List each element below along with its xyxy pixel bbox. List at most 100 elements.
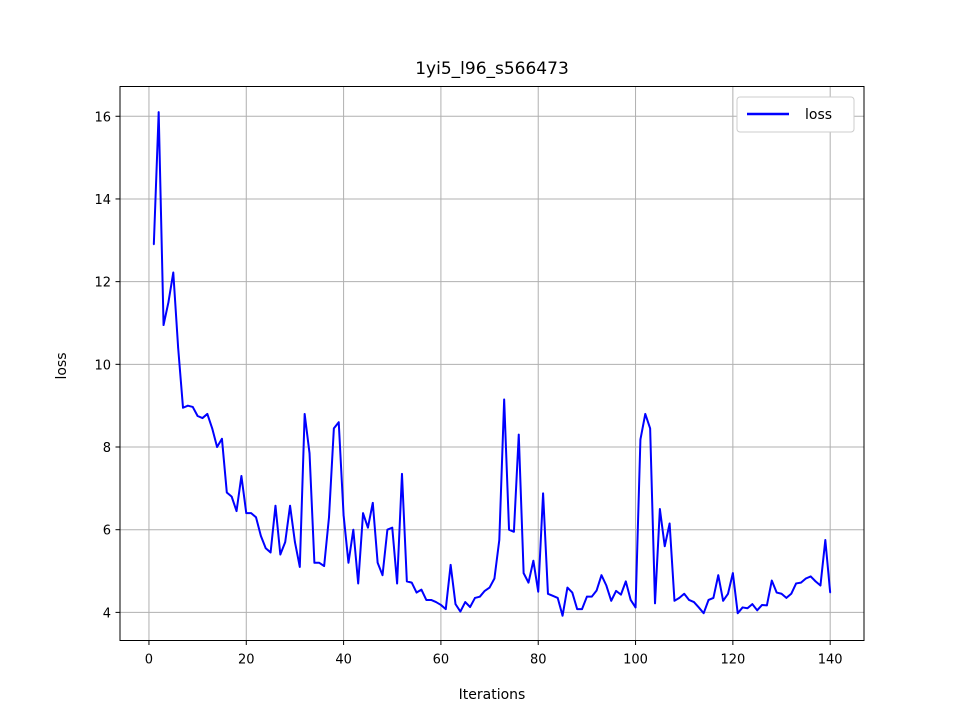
data-point (401, 473, 403, 475)
data-point (201, 417, 204, 419)
data-point (289, 504, 291, 507)
plot-frame (119, 86, 865, 641)
data-point (508, 528, 510, 531)
data-point (182, 406, 184, 409)
data-point (615, 590, 617, 592)
data-point (727, 592, 729, 595)
data-point (581, 608, 583, 610)
data-point (698, 606, 700, 609)
data-point (294, 541, 296, 543)
data-point (410, 581, 413, 584)
data-point (255, 516, 257, 519)
data-point (629, 599, 632, 601)
data-point (537, 590, 540, 593)
data-point (668, 522, 671, 525)
data-point (654, 602, 656, 605)
data-point (250, 512, 252, 514)
y-tick-label: 16 (94, 110, 111, 125)
x-tick-label: 140 (818, 653, 843, 668)
data-point (352, 528, 355, 531)
ticks: 0 20 40 60 80 100 120 140 4 6 8 10 12 14 16 (94, 110, 842, 667)
chart-title: 1yi5_l96_s566473 (415, 59, 569, 79)
data-point (459, 610, 462, 613)
data-point (732, 572, 734, 574)
y-tick-label: 14 (94, 193, 111, 208)
legend: loss (736, 96, 855, 133)
data-point (829, 591, 831, 594)
data-point (474, 597, 476, 599)
data-point (367, 526, 369, 529)
data-point (235, 510, 238, 512)
data-point (479, 595, 481, 598)
data-point (318, 561, 321, 564)
data-point (298, 566, 301, 568)
data-point (600, 574, 603, 576)
y-axis-label: loss (54, 352, 70, 379)
data-point (513, 530, 515, 533)
data-point (634, 606, 637, 609)
data-point (284, 541, 286, 543)
y-tick-label: 6 (103, 524, 111, 539)
data-point (396, 582, 398, 585)
data-point (337, 421, 340, 424)
data-point (323, 565, 325, 567)
data-point (659, 508, 661, 510)
legend-label-loss: loss (805, 107, 832, 123)
data-point (269, 551, 272, 554)
data-point (678, 597, 681, 599)
data-point (240, 475, 243, 477)
data-point (522, 572, 525, 574)
data-point (761, 604, 763, 606)
data-point (775, 591, 778, 594)
data-point (824, 539, 827, 541)
data-point (571, 591, 574, 594)
data-point (435, 601, 437, 603)
x-tick-label: 40 (335, 653, 352, 668)
data-point (770, 579, 773, 582)
data-point (449, 564, 452, 566)
data-point (167, 301, 170, 304)
data-point (561, 614, 564, 617)
data-point (712, 597, 715, 599)
data-point (683, 592, 686, 595)
data-point (800, 581, 802, 584)
data-point (245, 512, 248, 514)
x-tick-label: 80 (530, 653, 547, 668)
data-point (590, 595, 593, 598)
y-tick-label: 8 (103, 441, 111, 456)
series-line-loss (152, 111, 832, 617)
data-point (206, 413, 209, 415)
data-point (503, 398, 505, 401)
data-point (493, 577, 496, 580)
data-point (814, 580, 817, 583)
y-tick-label: 4 (103, 606, 111, 621)
data-point (153, 243, 155, 246)
data-point (420, 588, 423, 591)
data-point (722, 600, 724, 602)
data-point (381, 574, 384, 576)
data-point (303, 413, 306, 415)
data-point (342, 514, 345, 517)
data-point (649, 427, 651, 430)
data-point (406, 580, 408, 583)
data-point (576, 608, 578, 610)
data-point (483, 590, 486, 592)
data-point (362, 512, 364, 514)
data-point (663, 545, 666, 548)
data-point (488, 586, 491, 589)
data-point (527, 581, 530, 584)
data-point (688, 599, 690, 601)
data-point (746, 607, 749, 610)
y-tick-label: 10 (94, 358, 111, 373)
series-layer (152, 111, 832, 617)
data-point (386, 528, 389, 531)
data-point (707, 599, 710, 601)
data-point (415, 591, 418, 594)
data-point (809, 575, 812, 578)
data-point (444, 608, 447, 610)
legend-box (736, 96, 855, 133)
data-point (605, 584, 608, 587)
data-point (702, 612, 705, 615)
data-point (741, 606, 744, 609)
data-point (376, 561, 379, 564)
